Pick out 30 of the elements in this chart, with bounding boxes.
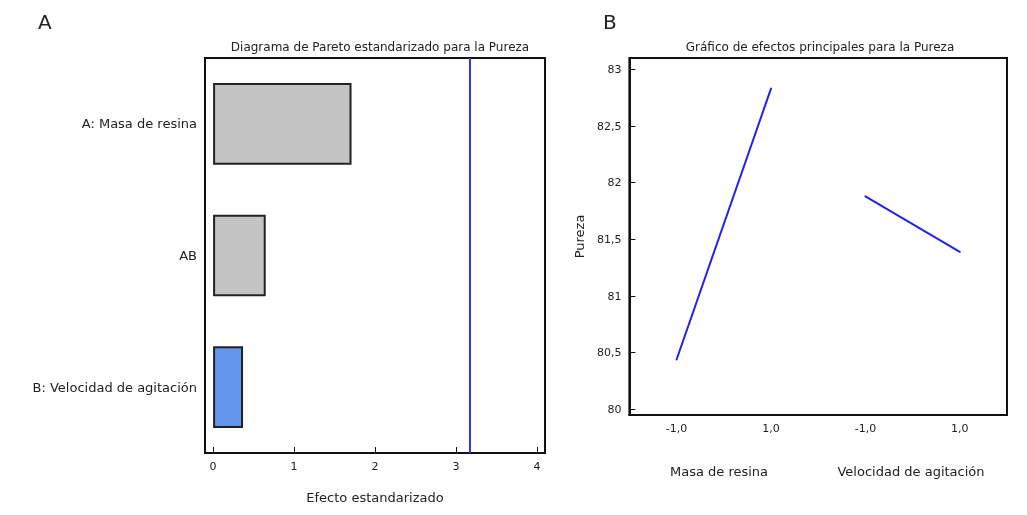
x-axis-title: Efecto estandarizado [306, 490, 444, 505]
y-tick-label: AB [179, 248, 197, 263]
x-tick-label: 1,0 [762, 422, 780, 435]
x-tick-label: 1,0 [951, 422, 969, 435]
bar [213, 214, 266, 297]
y-tick-label: A: Masa de resina [81, 116, 197, 132]
chart-title: Gráfico de efectos principales para la Pureza [685, 40, 955, 54]
y-tick-label: 80 [607, 402, 622, 416]
x-tick-label: -1,0 [854, 422, 877, 435]
x-tick-label: 4 [533, 460, 541, 473]
text: A [38, 10, 52, 34]
x-tick-label: -1,0 [665, 422, 688, 435]
text: Masa de resina [669, 464, 769, 479]
y-tick-label: 83 [607, 62, 622, 76]
text: Velocidad de agitación [837, 464, 985, 479]
chart-title: Diagrama de Pareto estandarizado para la Pureza [230, 40, 530, 54]
y-tick-label: 81,5 [596, 232, 622, 246]
y-axis-title: Pureza [572, 214, 587, 259]
y-tick-label: 81 [607, 289, 622, 303]
bar [213, 346, 244, 428]
bar [213, 83, 352, 165]
x-tick-label: 2 [371, 460, 379, 473]
x-tick-label: 0 [209, 460, 217, 473]
x-tick-label: 3 [452, 460, 460, 473]
y-tick-label: 80,5 [596, 346, 622, 360]
text: B [603, 10, 617, 34]
y-tick-label: B: Velocidad de agitación [32, 379, 197, 395]
y-tick-label: 82,5 [596, 119, 622, 133]
y-tick-label: 82 [607, 176, 622, 190]
x-tick-label: 1 [290, 460, 298, 473]
